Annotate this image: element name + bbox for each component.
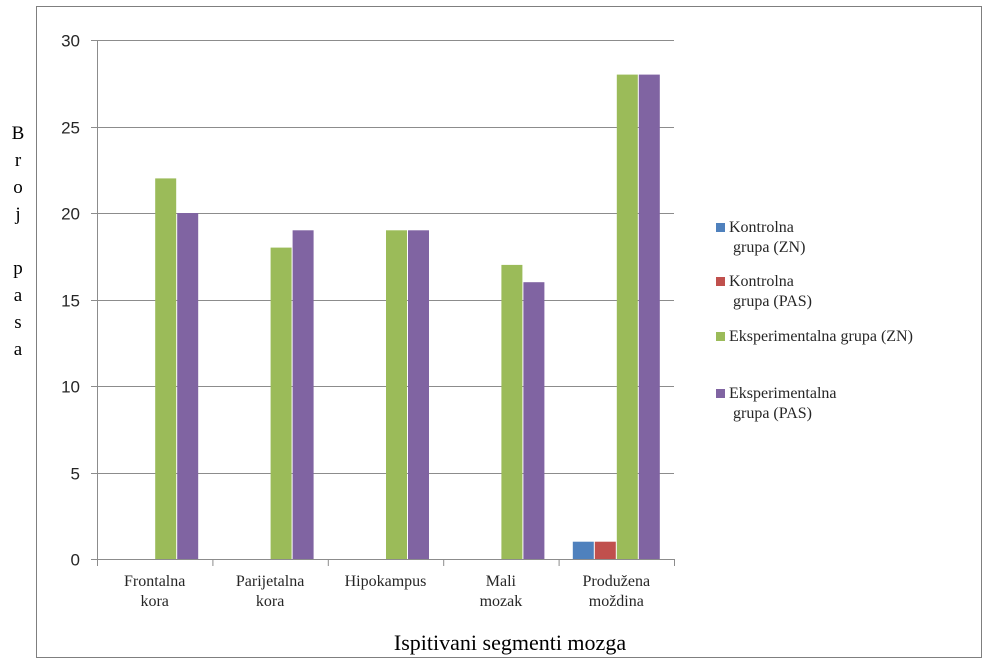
x-category-label: Hipokampus (345, 573, 427, 590)
y-axis-label: s (14, 312, 21, 333)
bar (523, 282, 545, 559)
chart-frame (36, 6, 982, 658)
y-tick-label: 15 (61, 292, 80, 311)
y-axis-label: a (14, 339, 23, 360)
legend-swatch (716, 389, 725, 398)
bar (270, 247, 292, 559)
x-category-label: Frontalna (124, 573, 185, 590)
y-axis-label: p (13, 258, 23, 279)
bar (638, 74, 660, 559)
x-category-label: moždina (589, 593, 644, 610)
legend-entry: Eksperimentalna grupa (ZN) (729, 328, 913, 345)
legend-swatch (716, 332, 725, 341)
y-axis-label: r (15, 150, 22, 171)
y-tick-label: 30 (61, 32, 80, 51)
bar (386, 230, 407, 560)
legend-entry: Kontrolna (729, 219, 794, 236)
legend-entry: grupa (ZN) (733, 239, 805, 256)
x-category-label: Mali (486, 573, 517, 590)
legend-entry: Kontrolna (729, 273, 794, 290)
x-axis-label: Ispitivani segmenti mozga (394, 630, 626, 655)
legend-entry: Eksperimentalna (729, 385, 837, 402)
legend-swatch (716, 223, 725, 232)
legend-swatch (716, 277, 725, 286)
bar (177, 213, 199, 559)
bar (572, 541, 594, 559)
x-category-label: mozak (480, 593, 523, 610)
x-category-label: Parijetalna (236, 573, 304, 590)
bar (155, 178, 177, 559)
bar (501, 264, 523, 559)
legend-entry: grupa (PAS) (733, 293, 812, 310)
y-tick-label: 0 (71, 551, 80, 570)
bar (616, 74, 638, 559)
bar (292, 230, 314, 560)
y-axis-label: o (13, 177, 23, 198)
y-tick-label: 20 (61, 205, 80, 224)
y-axis-label: a (14, 285, 23, 306)
x-category-label: kora (140, 593, 168, 610)
bar (594, 541, 616, 559)
y-tick-label: 5 (71, 465, 80, 484)
x-category-label: Produžena (583, 573, 651, 590)
y-axis-label: j (14, 204, 20, 225)
y-axis-label: B (12, 123, 25, 144)
x-category-label: kora (256, 593, 284, 610)
bar (408, 230, 429, 560)
legend-entry: grupa (PAS) (733, 405, 812, 422)
y-tick-label: 10 (61, 378, 80, 397)
y-tick-label: 25 (61, 119, 80, 138)
